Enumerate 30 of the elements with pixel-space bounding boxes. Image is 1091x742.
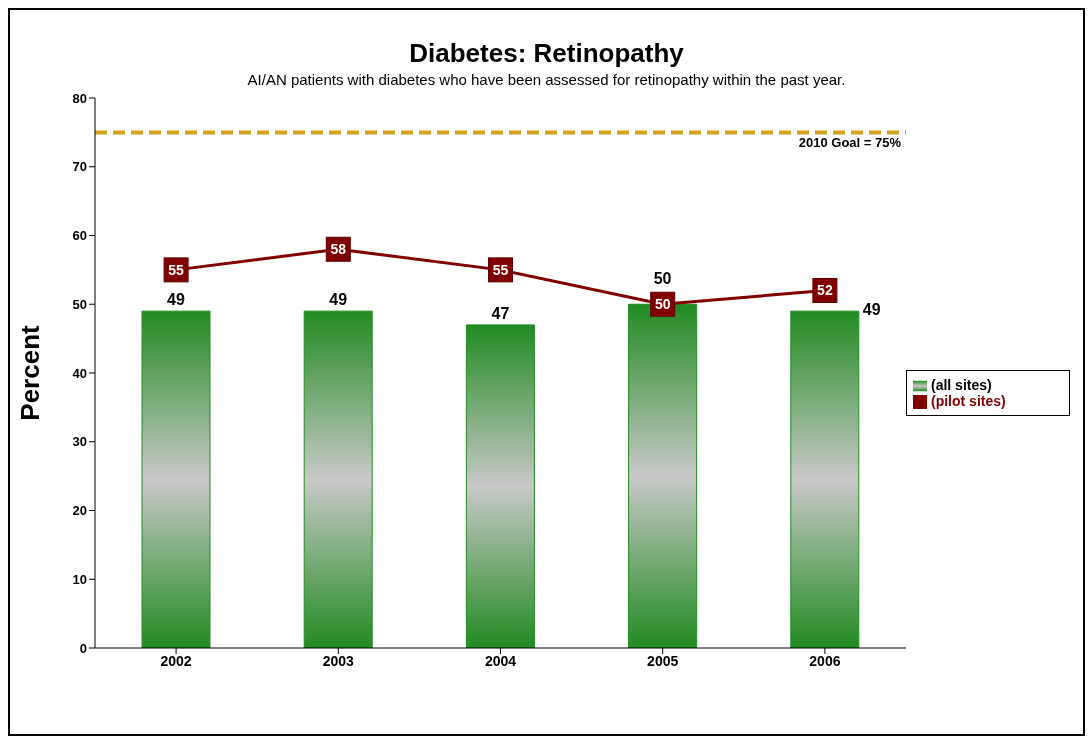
x-tick-label: 2006 <box>809 652 841 669</box>
y-tick-label: 10 <box>72 571 87 587</box>
y-tick-label: 0 <box>79 640 87 656</box>
x-tick-label: 2004 <box>484 652 517 669</box>
y-tick-label: 20 <box>72 503 87 519</box>
ref-line-label: 2010 Goal = 75% <box>798 134 902 150</box>
legend-label: (all sites) <box>931 376 992 393</box>
y-tick-label: 80 <box>72 90 87 106</box>
y-tick-label: 30 <box>72 434 87 450</box>
y-tick-label: 40 <box>72 365 87 381</box>
y-tick-label: 70 <box>72 159 87 175</box>
data-label: 49 <box>167 291 185 309</box>
chart-subtitle: AI/AN patients with diabetes who have been assessed for retinopathy within the past year. <box>246 71 847 88</box>
data-label: 50 <box>653 270 672 288</box>
data-label: 47 <box>491 304 510 322</box>
data-label: 58 <box>330 241 347 258</box>
data-label: 55 <box>492 261 509 278</box>
y-tick-label: 50 <box>72 296 87 312</box>
data-label: 52 <box>817 282 833 299</box>
data-label: 55 <box>168 261 185 278</box>
y-tick-label: 60 <box>72 228 87 244</box>
x-tick-label: 2002 <box>160 652 192 669</box>
legend-label: (pilot sites) <box>931 393 1006 409</box>
x-tick-label: 2003 <box>322 652 355 669</box>
y-axis-title: Percent <box>15 324 46 421</box>
data-label: 49 <box>329 291 348 309</box>
data-label: 50 <box>654 296 671 313</box>
chart-title: Diabetes: Retinopathy <box>408 38 685 69</box>
data-label: 49 <box>862 301 881 319</box>
x-tick-label: 2005 <box>647 652 679 669</box>
